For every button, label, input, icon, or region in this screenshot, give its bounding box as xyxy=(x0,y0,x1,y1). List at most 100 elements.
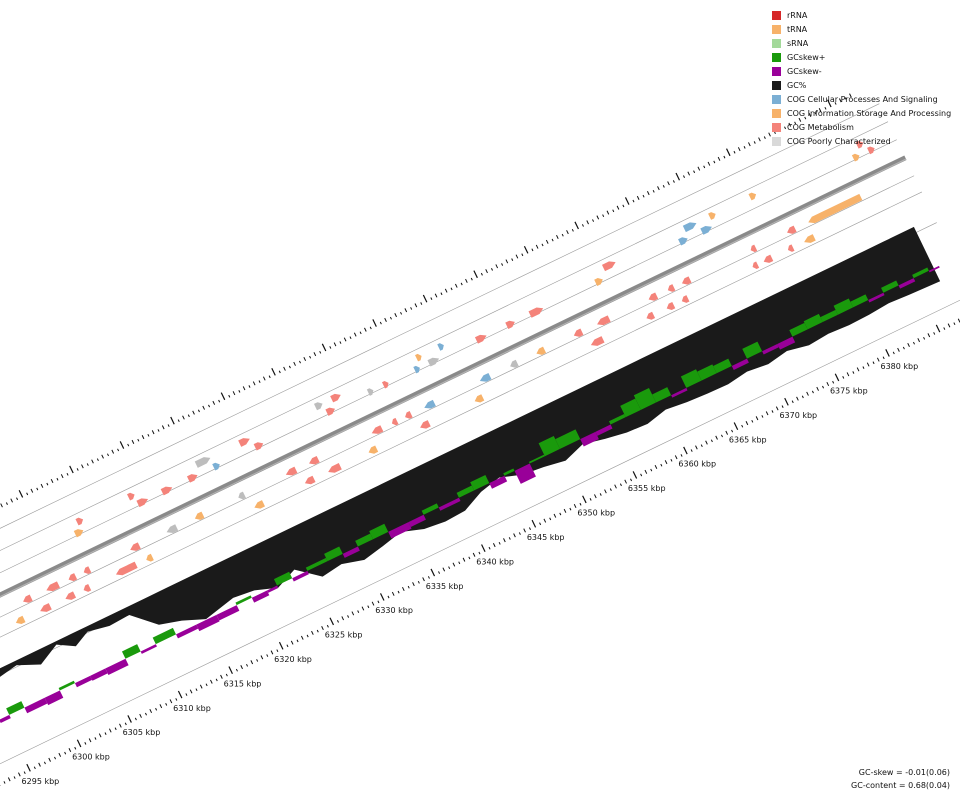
outer-axis-minor-tick xyxy=(460,282,463,286)
legend-swatch-cog-cellular xyxy=(772,94,781,104)
legend-label-gcskew-plus: GCskew+ xyxy=(787,52,826,62)
gene-feature-metabolism xyxy=(648,292,659,301)
outer-axis-minor-tick xyxy=(187,414,190,418)
outer-axis-minor-tick xyxy=(262,376,266,381)
outer-axis-major-tick xyxy=(170,416,175,425)
gene-feature-poorly xyxy=(166,524,179,534)
outer-axis-minor-tick xyxy=(26,492,29,496)
outer-axis-minor-tick xyxy=(349,336,352,340)
outer-axis-minor-tick xyxy=(521,253,524,257)
gc-skew-bar xyxy=(235,595,252,606)
inner-axis-minor-tick xyxy=(124,722,127,726)
outer-axis-minor-tick xyxy=(545,239,549,244)
inner-axis-minor-tick xyxy=(947,323,951,328)
inner-axis-minor-tick xyxy=(417,580,420,584)
outer-axis-minor-tick xyxy=(319,350,322,354)
gc-skew-bar xyxy=(713,358,732,374)
outer-axis-minor-tick xyxy=(232,391,236,396)
gene-feature-metabolism xyxy=(667,284,676,292)
inner-axis-minor-tick xyxy=(68,748,72,753)
outer-axis-minor-tick xyxy=(798,117,802,122)
gene-feature-poorly xyxy=(313,402,323,411)
gene-feature-information xyxy=(73,529,84,538)
inner-axis-minor-tick xyxy=(528,527,531,530)
inner-axis-minor-tick xyxy=(64,751,67,755)
inner-axis-minor-tick xyxy=(215,678,218,682)
inner-axis-major-tick xyxy=(329,617,335,626)
inner-axis-minor-tick xyxy=(589,498,592,501)
gene-feature-metabolism xyxy=(40,603,52,612)
gc-skew-bar xyxy=(850,294,869,308)
gene-feature-metabolism xyxy=(597,315,611,326)
outer-axis-minor-tick xyxy=(389,316,392,320)
inner-axis-minor-tick xyxy=(321,626,324,631)
outer-axis-major-tick xyxy=(372,319,377,327)
gene-feature-poorly xyxy=(427,357,440,367)
outer-axis-minor-tick xyxy=(400,311,403,315)
inner-axis-minor-tick xyxy=(98,733,102,738)
gc-skew-bar xyxy=(196,614,220,632)
inner-axis-minor-tick xyxy=(573,503,577,509)
gc-skew-bar xyxy=(456,485,475,498)
gc-skew-bar xyxy=(6,701,25,715)
guide-line xyxy=(0,299,960,765)
inner-axis-major-tick xyxy=(127,715,132,723)
legend-item-trna: tRNA xyxy=(772,22,951,36)
inner-axis-minor-tick xyxy=(796,396,799,401)
gene-feature-information xyxy=(594,277,603,287)
inner-axis-minor-tick xyxy=(84,742,87,745)
outer-axis-minor-tick xyxy=(202,405,205,410)
inner-axis-minor-tick xyxy=(462,557,466,562)
legend-item-srna: sRNA xyxy=(772,36,951,50)
outer-axis-minor-tick xyxy=(642,194,645,198)
gc-skew-bar xyxy=(369,523,389,540)
tick-label: 6345 kbp xyxy=(527,533,565,542)
gene-feature-metabolism xyxy=(474,334,487,344)
inner-axis-minor-tick xyxy=(452,562,456,567)
inner-axis-minor-tick xyxy=(523,528,526,533)
gc-skew-bar xyxy=(305,557,328,571)
inner-axis-minor-tick xyxy=(755,416,759,421)
gene-feature-information xyxy=(804,234,816,243)
inner-axis-minor-tick xyxy=(654,464,658,469)
gene-feature-metabolism xyxy=(23,594,33,603)
inner-axis-minor-tick xyxy=(866,362,870,367)
legend-item-rrna: rRNA xyxy=(772,8,951,22)
inner-axis-minor-tick xyxy=(624,479,627,484)
outer-axis-minor-tick xyxy=(30,488,34,493)
inner-axis-minor-tick xyxy=(842,376,845,379)
inner-axis-minor-tick xyxy=(856,367,860,372)
gc-skew-bar xyxy=(912,267,929,279)
outer-axis-minor-tick xyxy=(288,365,291,369)
gc-skew-bar xyxy=(0,714,11,724)
tick-label: 6380 kbp xyxy=(881,362,919,371)
outer-axis-minor-tick xyxy=(404,308,408,313)
inner-axis-minor-tick xyxy=(3,781,6,784)
gene-feature-metabolism xyxy=(867,146,875,155)
inner-axis-minor-tick xyxy=(149,708,153,714)
inner-axis-minor-tick xyxy=(7,777,11,782)
inner-axis-minor-tick xyxy=(700,444,703,448)
gc-skew-bar xyxy=(266,585,279,593)
gene-feature-metabolism xyxy=(573,328,584,337)
gc-skew-bar xyxy=(438,497,461,511)
gene-feature-metabolism xyxy=(68,573,78,582)
outer-axis-minor-tick xyxy=(16,497,19,501)
stats-panel: GC-skew = -0.01(0.06) GC-content = 0.68(… xyxy=(851,766,950,792)
tick-label: 6350 kbp xyxy=(577,509,615,518)
inner-axis-minor-tick xyxy=(619,483,622,487)
inner-axis-minor-tick xyxy=(725,430,729,435)
inner-axis-minor-tick xyxy=(300,635,304,640)
inner-axis-minor-tick xyxy=(250,660,254,665)
gc-skew-bar xyxy=(292,570,309,582)
outer-axis-minor-tick xyxy=(838,98,842,103)
outer-axis-minor-tick xyxy=(717,156,721,161)
outer-axis-minor-tick xyxy=(495,264,499,269)
outer-axis-major-tick xyxy=(422,294,428,303)
legend-swatch-gcskew-minus xyxy=(772,66,781,76)
outer-axis-minor-tick xyxy=(141,435,145,440)
inner-axis-minor-tick xyxy=(492,543,496,548)
outer-axis-minor-tick xyxy=(697,166,701,171)
